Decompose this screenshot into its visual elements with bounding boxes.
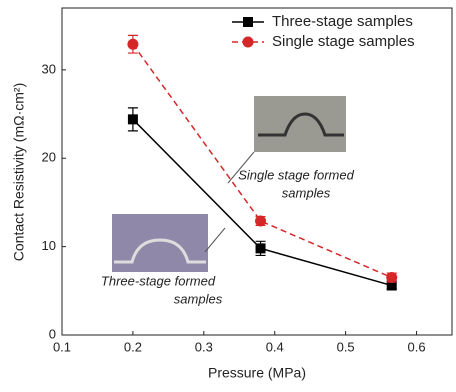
plot-frame <box>61 7 453 336</box>
data-point <box>127 114 138 125</box>
annotation: Three-stage formed <box>101 273 216 288</box>
x-tick-label: 0.5 <box>337 339 355 354</box>
leader-line <box>227 151 255 184</box>
y-axis-label: Contact Resistivity (mΩ·cm²) <box>11 83 27 261</box>
data-point <box>255 243 266 254</box>
inset-profile <box>114 238 206 264</box>
y-tick-label: 10 <box>42 238 56 253</box>
series-line <box>132 43 393 279</box>
annotation: samples <box>174 291 223 306</box>
inset-profile <box>258 112 344 137</box>
x-tick-label: 0.4 <box>266 339 284 354</box>
annotation: samples <box>282 185 331 200</box>
legend-label: Single stage samples <box>272 33 415 50</box>
y-tick-label: 30 <box>42 61 56 76</box>
legend-label: Three-stage samples <box>272 13 413 30</box>
annotation: Single stage formed <box>238 167 354 182</box>
data-point <box>386 272 398 284</box>
x-tick-label: 0.6 <box>408 339 426 354</box>
leader-line <box>204 227 226 253</box>
inset-image-single <box>254 96 346 152</box>
y-tick-label: 20 <box>42 150 56 165</box>
x-tick-label: 0.3 <box>195 339 213 354</box>
legend-marker <box>242 36 254 48</box>
x-tick-label: 0.2 <box>124 339 142 354</box>
data-point <box>386 280 397 291</box>
legend-marker <box>243 17 253 27</box>
x-tick-label: 0.1 <box>53 339 71 354</box>
data-point <box>255 215 267 227</box>
x-axis-label: Pressure (MPa) <box>208 365 306 381</box>
y-tick-label: 0 <box>49 326 56 341</box>
data-point <box>127 38 139 50</box>
